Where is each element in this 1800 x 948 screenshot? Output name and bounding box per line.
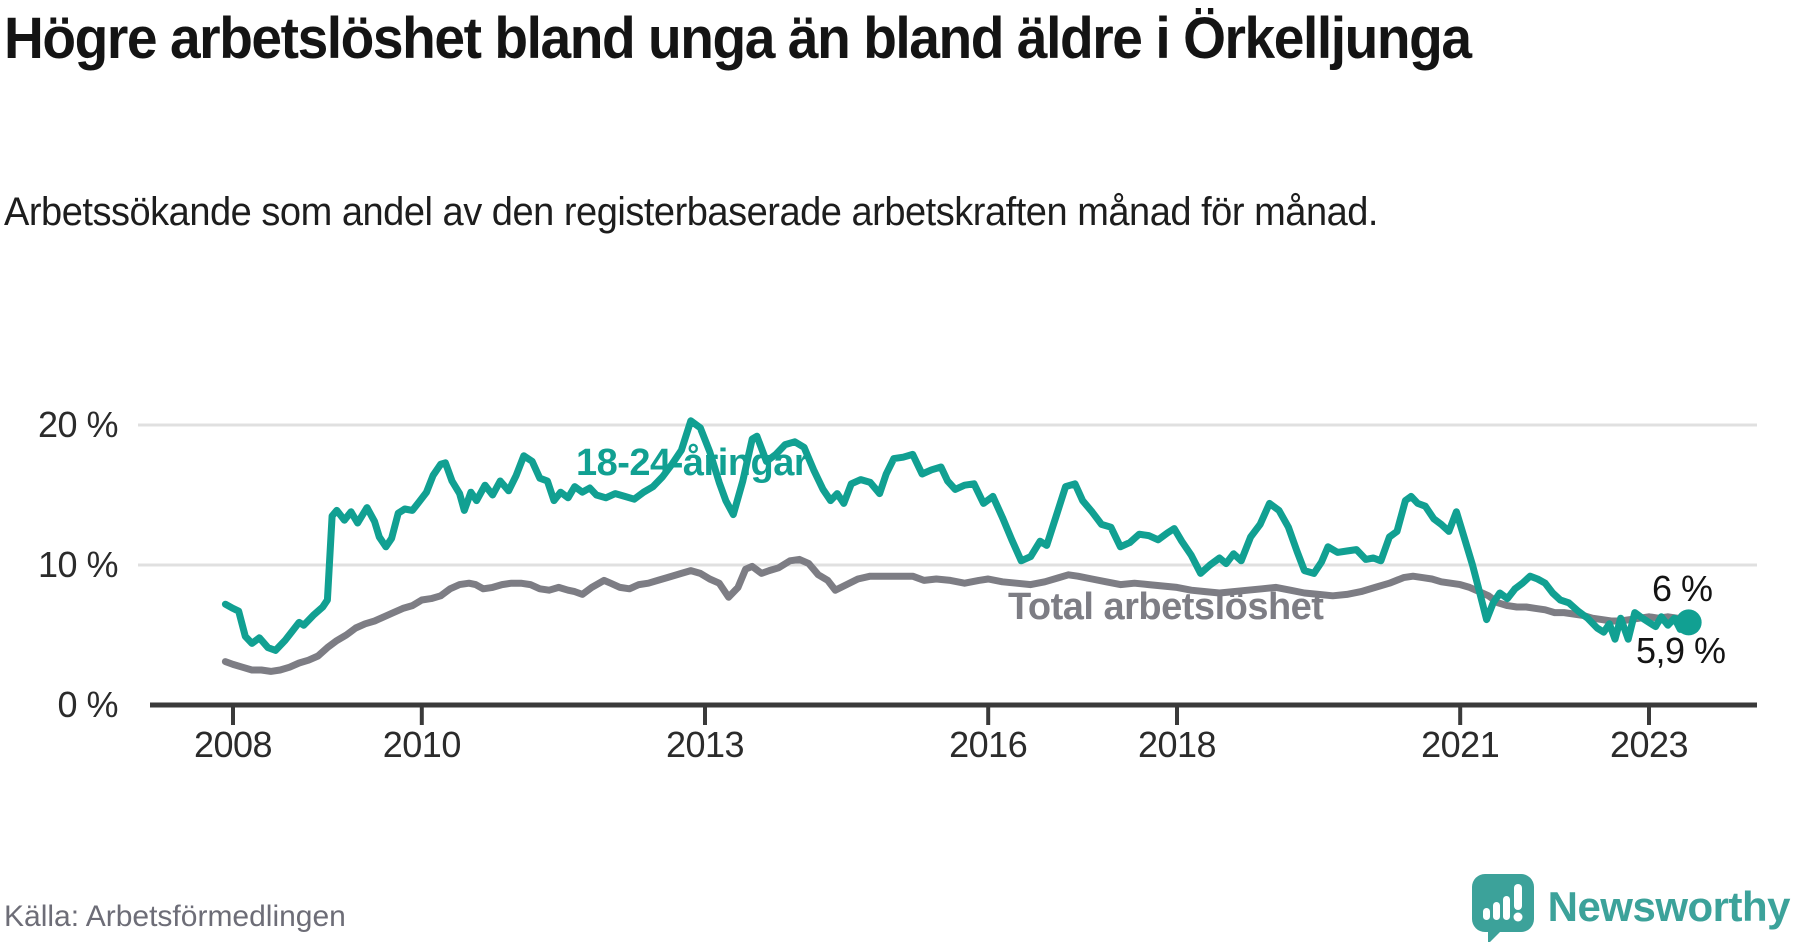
page-title: Högre arbetslöshet bland unga än bland ä… — [4, 6, 1472, 71]
page-subtitle: Arbetssökande som andel av den registerb… — [4, 190, 1378, 234]
newsworthy-icon — [1471, 874, 1534, 942]
series-label-youth: 18-24-åringar — [576, 442, 809, 484]
x-axis-label: 2013 — [665, 724, 745, 765]
x-axis-label: 2016 — [949, 724, 1028, 765]
series-label-total: Total arbetslöshet — [1008, 586, 1324, 628]
x-axis-label: 2008 — [193, 724, 273, 765]
end-value-label: 5,9 % — [1636, 630, 1726, 671]
end-value-label: 6 % — [1652, 568, 1713, 609]
source-note: Källa: Arbetsförmedlingen — [4, 900, 346, 933]
x-axis-label: 2018 — [1137, 724, 1217, 765]
x-axis-label: 2010 — [382, 724, 462, 765]
y-axis-label: 0 % — [57, 684, 118, 725]
x-axis-label: 2021 — [1421, 724, 1500, 765]
x-axis-label: 2023 — [1609, 724, 1689, 765]
brand-name: Newsworthy — [1547, 883, 1791, 930]
y-axis-label: 20 % — [37, 404, 119, 445]
series-line-youth — [221, 417, 1693, 654]
brand-logo: Newsworthy — [1470, 872, 1791, 942]
latest-value-dot — [1675, 609, 1702, 636]
series-line-total — [221, 555, 1693, 675]
y-axis-label: 10 % — [37, 544, 119, 585]
